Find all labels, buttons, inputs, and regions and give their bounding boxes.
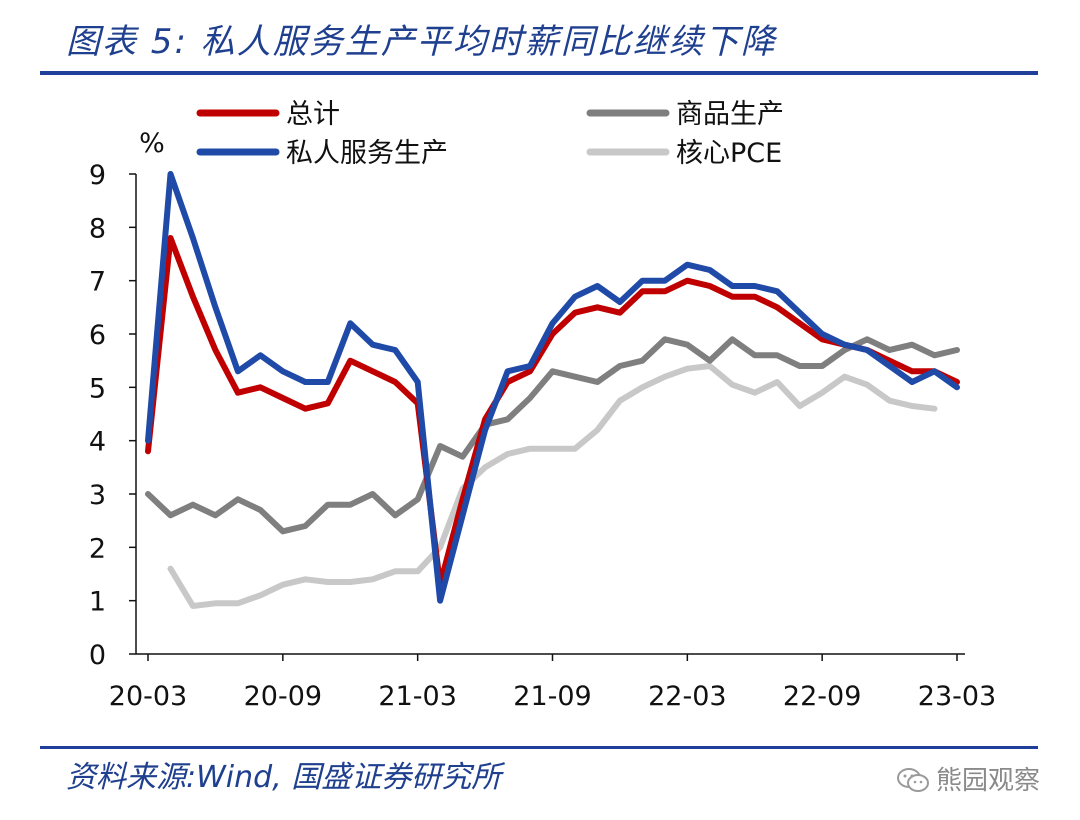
y-tick-label: 0 [89, 640, 106, 671]
y-tick-label: 5 [89, 373, 106, 404]
legend-label-1: 商品生产 [676, 99, 784, 130]
x-tick-label: 21-03 [378, 681, 456, 712]
wechat-icon [897, 768, 929, 792]
x-tick-label: 21-09 [513, 681, 591, 712]
footer-divider [40, 746, 1038, 749]
series-line-0 [145, 235, 960, 588]
chart-series [145, 171, 960, 609]
y-tick-label: 8 [89, 213, 106, 244]
watermark: 熊园观察 [896, 760, 1040, 797]
title-divider [40, 71, 1038, 75]
y-tick-label: 6 [89, 320, 106, 351]
y-tick-label: 9 [89, 160, 106, 191]
source-note: 资料来源:Wind, 国盛证券研究所 [66, 760, 502, 795]
y-tick-label: 4 [89, 427, 106, 458]
y-tick-label: 2 [89, 533, 106, 564]
x-tick-label: 22-03 [648, 681, 726, 712]
series-line-1 [145, 336, 960, 535]
legend-label-0: 总计 [286, 99, 340, 130]
series-line-3 [167, 363, 938, 609]
y-tick-label: 7 [89, 267, 106, 298]
watermark-text: 熊园观察 [936, 766, 1041, 796]
chart-title: 图表 5: 私人服务生产平均时薪同比继续下降 [66, 22, 777, 62]
y-tick-label: 1 [89, 587, 106, 618]
legend-label-3: 核心PCE [676, 138, 782, 169]
x-tick-label: 20-09 [244, 681, 322, 712]
x-tick-label: 23-03 [918, 681, 996, 712]
legend-label-2: 私人服务生产 [286, 138, 448, 169]
chart-axes: 0 1 2 3 4 5 6 7 8 9% 20-03 20-09 21-03 21-09 22-03 22-0… [89, 128, 996, 712]
x-tick-label: 22-09 [783, 681, 861, 712]
y-tick-label: 3 [89, 480, 106, 511]
x-tick-label: 20-03 [109, 681, 187, 712]
series-line-2 [145, 171, 960, 604]
y-axis-unit: % [139, 128, 165, 159]
